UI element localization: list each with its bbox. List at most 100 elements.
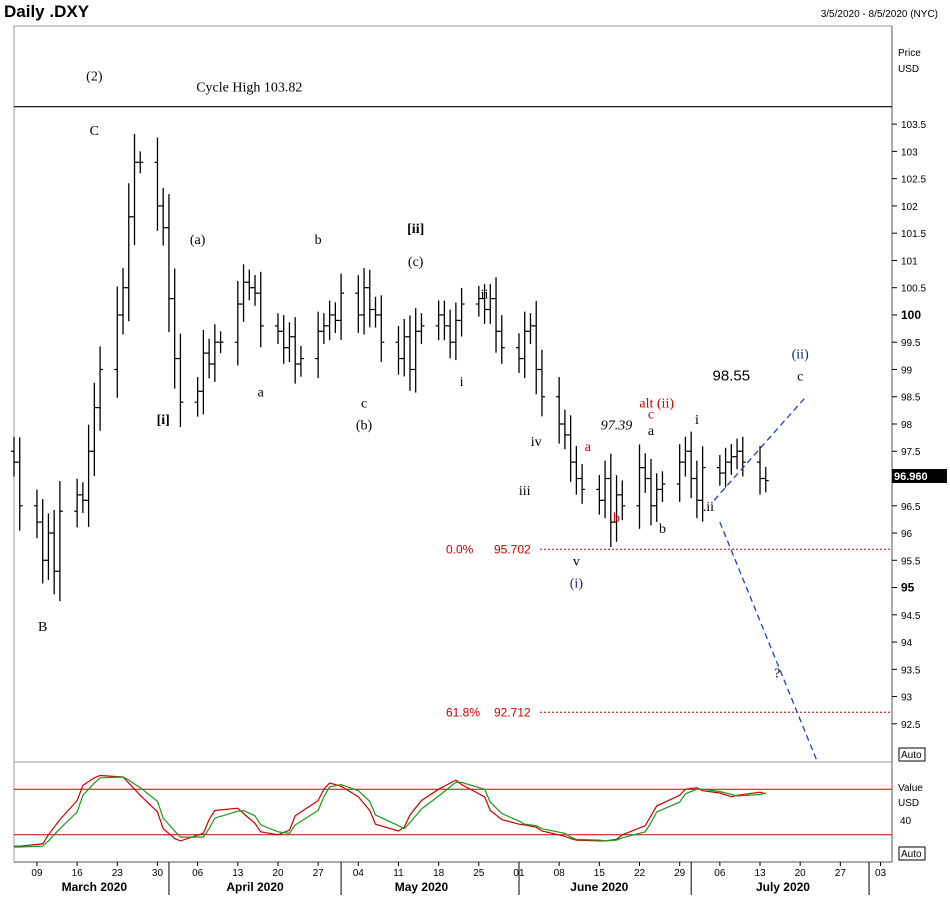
wave-label: (b) bbox=[356, 418, 373, 433]
x-tick-label: 13 bbox=[232, 868, 244, 879]
x-tick-label: 11 bbox=[393, 868, 404, 879]
ohlc-bar bbox=[676, 444, 683, 502]
wave-label: B bbox=[38, 620, 47, 635]
ohlc-bar bbox=[85, 424, 92, 527]
ohlc-bar bbox=[458, 287, 465, 337]
fib-level-value: 92.712 bbox=[494, 705, 531, 719]
x-tick-label: 29 bbox=[674, 868, 686, 879]
ohlc-bar bbox=[257, 271, 264, 348]
ohlc-bar bbox=[412, 308, 419, 393]
ohlc-bar bbox=[602, 460, 609, 519]
ohlc-bar bbox=[246, 269, 253, 301]
ohlc-bar bbox=[97, 346, 104, 431]
price-tick-label: 92.5 bbox=[901, 720, 921, 731]
price-tick-label: 96 bbox=[901, 529, 913, 540]
ohlc-bar bbox=[636, 444, 643, 529]
wave-label: [ii] bbox=[407, 222, 424, 237]
indicator-panel-frame bbox=[13, 761, 893, 863]
price-tick-label: 98.5 bbox=[901, 393, 921, 404]
stochastic-line bbox=[14, 774, 766, 847]
ohlc-bar bbox=[45, 513, 52, 580]
price-plot: 0.0% 95.702 61.8% 92.712 Cycle High 103.82 (2… bbox=[11, 70, 892, 763]
ohlc-bar bbox=[395, 326, 402, 375]
ohlc-bar bbox=[475, 285, 482, 317]
wave-label: a bbox=[585, 440, 592, 455]
wave-label: iv bbox=[531, 435, 542, 450]
wave-label: [i] bbox=[157, 413, 170, 428]
ohlc-bar bbox=[137, 151, 144, 174]
wave-label: (i) bbox=[570, 577, 584, 592]
price-tick-label: 93 bbox=[901, 693, 913, 704]
wave-label: i bbox=[460, 375, 464, 390]
ohlc-bar bbox=[682, 436, 689, 477]
ohlc-bar bbox=[160, 188, 167, 246]
ohlc-bar bbox=[739, 436, 746, 477]
x-tick-label: 20 bbox=[795, 868, 807, 879]
indicator-auto-label: Auto bbox=[901, 849, 922, 860]
x-tick-label: 23 bbox=[112, 868, 124, 879]
ohlc-bar bbox=[722, 447, 729, 488]
ohlc-bar bbox=[493, 277, 500, 353]
ohlc-bar bbox=[596, 475, 603, 515]
ohlc-bar bbox=[217, 331, 224, 354]
price-tick-label: 94 bbox=[901, 638, 913, 649]
wave-label: c bbox=[797, 369, 803, 384]
price-tick-label: 95.5 bbox=[901, 556, 921, 567]
ohlc-bar bbox=[171, 268, 178, 389]
ohlc-bar bbox=[315, 311, 322, 379]
ohlc-bar bbox=[320, 313, 327, 344]
ohlc-bar bbox=[332, 302, 339, 334]
x-tick-label: 20 bbox=[272, 868, 284, 879]
wave-label: b bbox=[613, 511, 620, 526]
ohlc-bar bbox=[177, 333, 184, 428]
wave-label: c bbox=[648, 408, 654, 423]
ohlc-bar bbox=[39, 499, 46, 584]
indicator-plot bbox=[14, 774, 892, 848]
price-tick-label: 103.5 bbox=[901, 120, 926, 131]
ohlc-bar bbox=[515, 333, 522, 373]
ohlc-bar bbox=[74, 478, 81, 528]
indicator-axis-unit: USD bbox=[898, 798, 919, 809]
ohlc-bar bbox=[762, 466, 769, 493]
ohlc-bar bbox=[619, 480, 626, 521]
price-auto-button[interactable] bbox=[898, 747, 926, 762]
ohlc-bar bbox=[481, 284, 488, 324]
ohlc-bar bbox=[688, 431, 695, 499]
indicator-axis-tick: 40 bbox=[900, 816, 912, 827]
price-tick-label: 101 bbox=[901, 256, 918, 267]
wave-label: (ii) bbox=[792, 348, 809, 363]
ohlc-bar bbox=[366, 269, 373, 328]
ohlc-bar bbox=[378, 295, 385, 362]
ohlc-bar bbox=[240, 264, 247, 322]
price-tick-label: 100.5 bbox=[901, 284, 926, 295]
ohlc-bar bbox=[154, 137, 161, 231]
ohlc-bar bbox=[441, 300, 448, 341]
wave-label: b bbox=[315, 233, 322, 248]
month-label: April 2020 bbox=[226, 880, 284, 894]
ohlc-bar bbox=[355, 275, 362, 333]
last-price-label: 96.960 bbox=[894, 471, 928, 483]
ohlc-bar bbox=[131, 133, 138, 246]
ohlc-bar bbox=[114, 286, 121, 398]
wave-label: (2) bbox=[86, 70, 103, 85]
wave-label: b bbox=[659, 522, 666, 537]
wave-label: .ii bbox=[703, 500, 714, 515]
ohlc-bar bbox=[406, 315, 413, 391]
wave-label: 97.39 bbox=[601, 418, 633, 433]
ohlc-bar bbox=[533, 300, 540, 395]
date-range: 3/5/2020 - 8/5/2020 (NYC) bbox=[820, 9, 938, 20]
wave-label: 98.55 bbox=[713, 367, 751, 384]
price-tick-label: 100 bbox=[901, 308, 921, 322]
ohlc-bar bbox=[573, 446, 580, 495]
ohlc-bar bbox=[579, 464, 586, 504]
ohlc-bar bbox=[538, 349, 545, 417]
ohlc-bar bbox=[693, 460, 700, 519]
ohlc-bar bbox=[16, 437, 23, 531]
price-tick-label: 98 bbox=[901, 420, 913, 431]
ohlc-bar bbox=[194, 376, 201, 417]
x-tick-label: 27 bbox=[313, 868, 325, 879]
ohlc-bar bbox=[338, 273, 345, 341]
indicator-auto-button[interactable] bbox=[898, 846, 926, 861]
ohlc-bar bbox=[372, 296, 379, 328]
